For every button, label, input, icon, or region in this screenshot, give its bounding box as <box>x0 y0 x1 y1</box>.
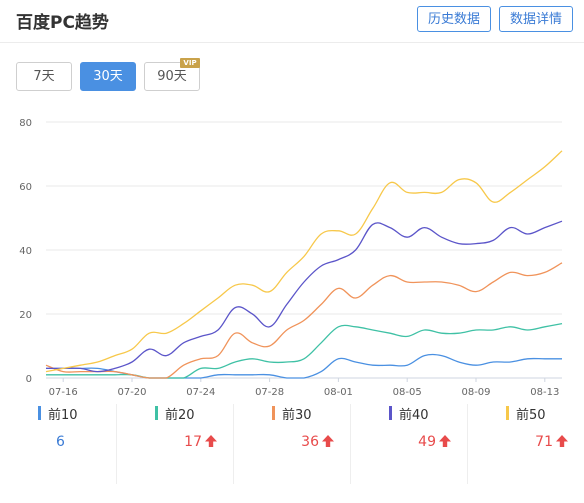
y-tick-label: 20 <box>19 310 32 321</box>
legend-divider <box>233 404 234 484</box>
legend-item: 前20 17 <box>117 404 234 484</box>
legend-item: 前10 6 <box>0 404 117 484</box>
x-tick-label: 07-28 <box>255 387 284 398</box>
legend: 前10 6 前20 17 前30 36 前40 49 前50 71 <box>0 404 584 484</box>
x-tick-label: 08-13 <box>530 387 559 398</box>
range-30-days-button[interactable]: 30天 <box>80 62 136 91</box>
legend-label: 前30 <box>282 408 312 423</box>
trend-chart: 0 20 40 60 80 07-16 07-20 07-24 07-28 08-01 08-05 0… <box>19 118 563 398</box>
x-tick-label: 08-05 <box>393 387 422 398</box>
legend-value: 49 <box>418 434 452 450</box>
legend-value: 71 <box>535 434 569 450</box>
legend-divider <box>116 404 117 484</box>
y-tick-label: 60 <box>19 182 32 193</box>
arrow-up-icon <box>439 435 451 447</box>
legend-value-number: 6 <box>56 434 65 450</box>
x-tick-label: 07-20 <box>117 387 146 398</box>
page-title: 百度PC趋势 <box>16 13 109 33</box>
legend-label: 前10 <box>48 408 78 423</box>
legend-color-marker <box>506 406 509 420</box>
data-detail-button[interactable]: 数据详情 <box>499 6 573 32</box>
history-data-button[interactable]: 历史数据 <box>417 6 491 32</box>
legend-label: 前20 <box>165 408 195 423</box>
series-line-4 <box>46 220 563 373</box>
header: 百度PC趋势 历史数据 数据详情 <box>0 0 584 43</box>
legend-item: 前40 49 <box>351 404 468 484</box>
x-tick-label: 08-01 <box>324 387 353 398</box>
x-tick-label: 07-24 <box>186 387 215 398</box>
legend-value-number: 49 <box>418 434 436 450</box>
legend-label: 前50 <box>516 408 546 423</box>
legend-value-number: 36 <box>301 434 319 450</box>
series-line-5 <box>45 150 563 373</box>
x-tick-label: 07-16 <box>49 387 78 398</box>
arrow-up-icon <box>322 435 334 447</box>
legend-value: 6 <box>56 434 65 450</box>
y-tick-label: 80 <box>19 118 32 129</box>
legend-color-marker <box>155 406 158 420</box>
legend-color-marker <box>38 406 41 420</box>
legend-value: 17 <box>184 434 218 450</box>
arrow-up-icon <box>205 435 217 447</box>
legend-label: 前40 <box>399 408 429 423</box>
legend-divider <box>350 404 351 484</box>
legend-divider <box>467 404 468 484</box>
series-line-2 <box>45 322 563 379</box>
legend-item: 前50 71 <box>468 404 584 484</box>
legend-value-number: 17 <box>184 434 202 450</box>
arrow-up-icon <box>556 435 568 447</box>
range-7-days-button[interactable]: 7天 <box>16 62 72 91</box>
legend-color-marker <box>389 406 392 420</box>
legend-item: 前30 36 <box>234 404 351 484</box>
legend-value-number: 71 <box>535 434 553 450</box>
y-tick-label: 0 <box>26 374 32 385</box>
y-tick-label: 40 <box>19 246 32 257</box>
series-line-3 <box>45 262 563 379</box>
x-tick-label: 08-09 <box>461 387 490 398</box>
vip-badge: VIP <box>180 58 200 68</box>
legend-value: 36 <box>301 434 335 450</box>
legend-color-marker <box>272 406 275 420</box>
